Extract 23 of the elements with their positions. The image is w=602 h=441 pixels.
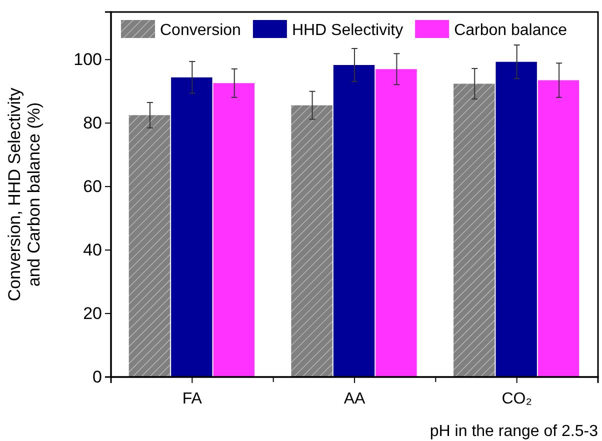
bar: [128, 115, 170, 377]
y-tick-label: 100: [74, 50, 102, 70]
y-tick-label: 20: [83, 304, 102, 323]
x-tick-label: CO₂: [502, 390, 532, 408]
bar: [333, 65, 375, 377]
y-tick-label: 60: [83, 177, 102, 196]
legend-label: HHD Selectivity: [292, 22, 404, 39]
x-tick-label: AA: [344, 390, 366, 408]
bar: [171, 77, 212, 377]
bar: [213, 83, 254, 377]
bar: [496, 62, 537, 377]
bar: [454, 84, 495, 377]
bar: [291, 105, 332, 377]
x-tick-label: FA: [182, 390, 202, 408]
y-tick-label: 40: [83, 240, 102, 260]
y-tick-label: 0: [92, 367, 102, 386]
legend-label: Conversion: [160, 22, 241, 39]
bar: [376, 69, 417, 377]
y-axis-title: Conversion, HHD Selectivity and Carbon balance (%): [5, 87, 44, 302]
y-tick-label: 80: [83, 114, 102, 133]
legend-label: Carbon balance: [454, 22, 568, 39]
x-axis-title: pH in the range of 2.5-3: [430, 423, 598, 440]
bar: [538, 80, 580, 377]
